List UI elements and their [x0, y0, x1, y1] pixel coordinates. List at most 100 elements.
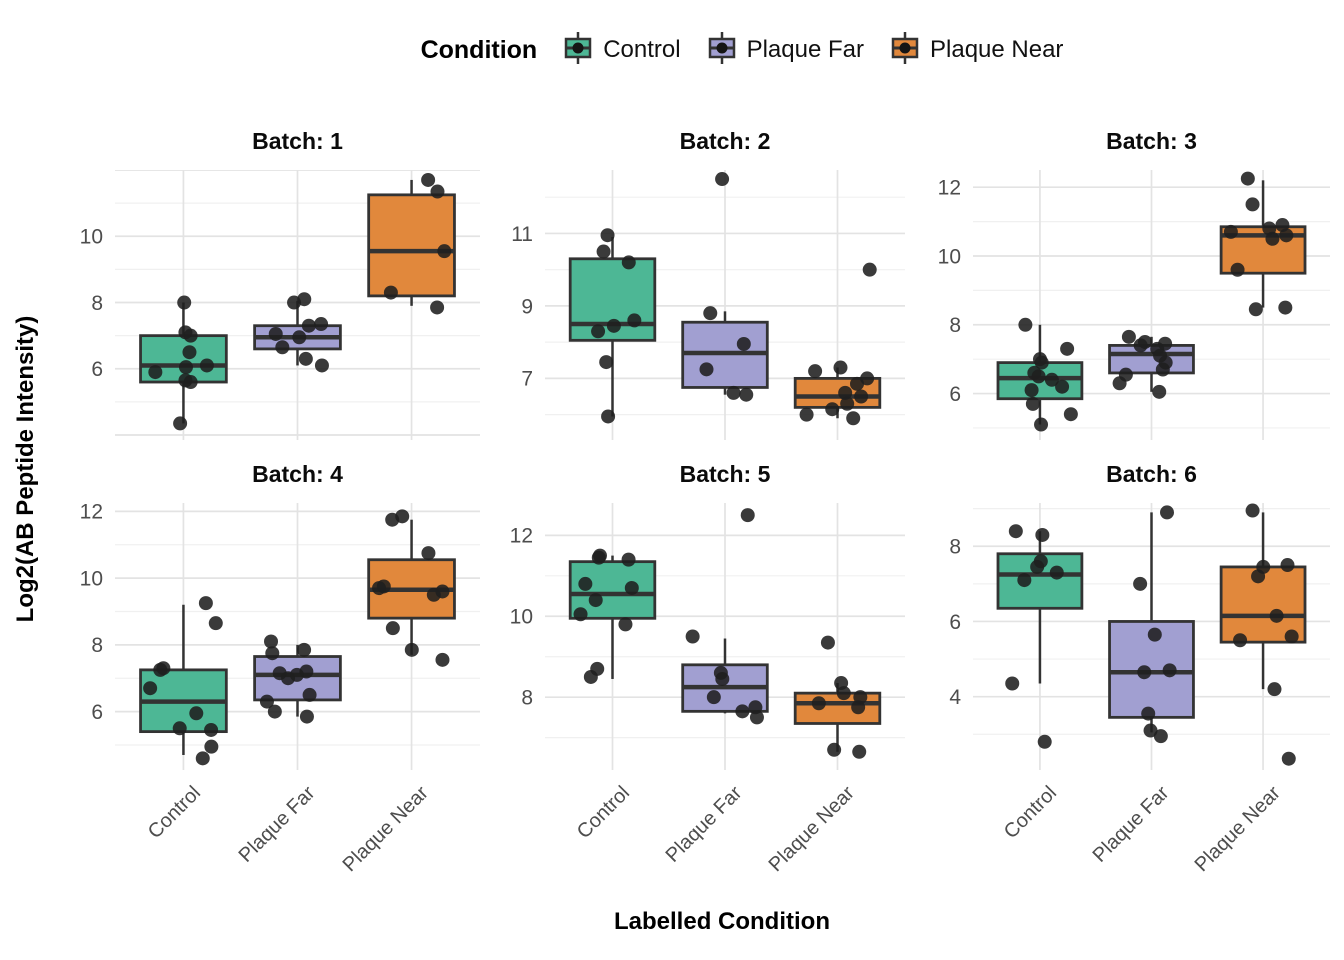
y-axis-title: Log2(AB Peptide Intensity)	[12, 315, 39, 623]
jitter-point	[302, 687, 317, 702]
legend: Condition Control Plaque Far Plaque Near	[140, 30, 1344, 70]
jitter-point	[267, 704, 282, 719]
jitter-point	[596, 244, 611, 259]
boxplot-plaque-far	[253, 292, 342, 373]
jitter-point	[430, 184, 445, 199]
jitter-point	[573, 607, 588, 622]
jitter-point	[591, 550, 606, 565]
x-tick-label: Plaque Near	[1190, 782, 1285, 877]
y-tick-label: 6	[91, 358, 103, 381]
jitter-point	[421, 172, 436, 187]
facet-title: Batch: 3	[1106, 128, 1197, 154]
jitter-point	[583, 669, 598, 684]
jitter-point	[1060, 341, 1075, 356]
jitter-point	[699, 362, 714, 377]
x-tick-label: Plaque Far	[234, 782, 320, 867]
x-tick-label: Plaque Near	[338, 782, 434, 877]
jitter-point	[1141, 706, 1156, 721]
jitter-point	[799, 407, 814, 422]
jitter-point	[314, 358, 329, 373]
facet-plot: 4 6 8	[949, 503, 1330, 770]
legend-item-plaque-far: Plaque Far	[707, 31, 864, 70]
box	[367, 193, 456, 298]
jitter-point	[153, 662, 168, 677]
y-tick-label: 8	[91, 634, 103, 657]
jitter-point	[1160, 505, 1175, 520]
jitter-point	[1030, 559, 1045, 574]
jitter-point	[204, 739, 219, 754]
jitter-point	[1037, 734, 1052, 749]
y-tick-label: 6	[949, 611, 961, 634]
jitter-point	[299, 709, 314, 724]
jitter-point	[1245, 197, 1260, 212]
y-tick-label: 6	[91, 701, 103, 724]
jitter-point	[314, 317, 329, 332]
jitter-point	[820, 635, 835, 650]
jitter-point	[599, 355, 614, 370]
jitter-point	[1044, 372, 1059, 387]
jitter-point	[600, 228, 615, 243]
jitter-point	[840, 396, 855, 411]
jitter-point	[1017, 573, 1032, 588]
boxplot-plaque-near	[367, 509, 456, 667]
jitter-point	[852, 744, 867, 759]
x-tick-label: Control	[572, 782, 635, 844]
jitter-point	[183, 328, 198, 343]
jitter-point	[715, 671, 730, 686]
jitter-point	[1035, 527, 1050, 542]
jitter-point	[172, 721, 187, 736]
jitter-point	[627, 313, 642, 328]
jitter-point	[833, 360, 848, 375]
boxplot-plaque-far	[1108, 329, 1195, 399]
jitter-point	[1162, 663, 1177, 678]
jitter-point	[426, 587, 441, 602]
jitter-point	[1133, 338, 1148, 353]
boxplot-plaque-far	[253, 634, 342, 724]
jitter-point	[1137, 665, 1152, 680]
facet-panel: 6 8 10 12	[45, 501, 480, 770]
jitter-point	[1121, 329, 1136, 344]
boxplot-key-icon	[707, 31, 737, 70]
y-tick-label: 10	[510, 606, 533, 629]
jitter-point	[198, 596, 213, 611]
jitter-point	[715, 172, 730, 187]
facet-title: Batch: 1	[252, 128, 343, 154]
jitter-point	[143, 681, 158, 696]
jitter-point	[846, 411, 861, 426]
jitter-point	[208, 616, 223, 631]
boxplot-key-glyph	[891, 31, 919, 64]
jitter-point	[811, 696, 826, 711]
jitter-point	[601, 409, 616, 424]
jitter-point	[1278, 300, 1293, 315]
jitter-point	[1265, 231, 1280, 246]
jitter-point	[259, 694, 274, 709]
facet-plot: 8 10 12	[510, 503, 905, 770]
legend-item-plaque-near: Plaque Near	[890, 31, 1063, 70]
boxplot-control	[996, 317, 1084, 432]
jitter-point	[736, 336, 751, 351]
facet-panel: 7 9 11	[475, 170, 905, 440]
x-tick-label: Plaque Far	[1088, 782, 1174, 867]
x-tick-label: Plaque Near	[764, 782, 860, 877]
boxplot-plaque-near	[1219, 503, 1307, 766]
jitter-point	[383, 285, 398, 300]
jitter-point	[1267, 682, 1282, 697]
jitter-point	[1133, 576, 1148, 591]
y-tick-label: 12	[510, 525, 533, 548]
jitter-point	[301, 318, 316, 333]
boxplot-plaque-far	[681, 172, 769, 402]
boxplot-plaque-near	[367, 172, 456, 315]
jitter-point	[421, 546, 436, 561]
legend-item-control: Control	[563, 31, 681, 70]
jitter-point	[1269, 608, 1284, 623]
legend-label: Plaque Near	[930, 36, 1064, 63]
jitter-point	[621, 552, 636, 567]
facet-plot: 6 8 10	[80, 169, 480, 440]
boxplot-key-icon	[890, 31, 920, 70]
x-tick-label: Control	[1000, 782, 1062, 844]
jitter-point	[385, 621, 400, 636]
jitter-point	[275, 340, 290, 355]
jitter-point	[195, 751, 210, 766]
jitter-point	[1233, 633, 1248, 648]
